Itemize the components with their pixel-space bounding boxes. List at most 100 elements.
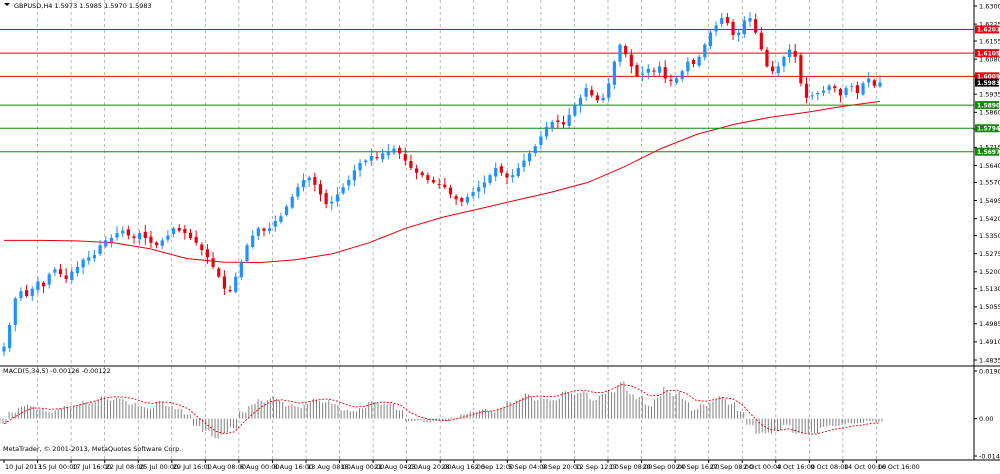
price-tick-label: 1.4910: [979, 338, 1000, 346]
candle-body: [115, 233, 119, 238]
candle-body: [414, 168, 419, 173]
candle-body: [590, 89, 594, 96]
level-tags: 1.6203 1.6105 1.6009 1.5890 1.5794 1.5697 1.59…: [975, 25, 1000, 156]
candle-body: [268, 228, 272, 231]
candle-body: [754, 19, 758, 33]
time-tick-label: 15 Jul 00:00: [39, 463, 78, 471]
candle-body: [194, 236, 198, 243]
candle-body: [301, 179, 306, 188]
candle-body: [154, 242, 159, 246]
candle-body: [844, 88, 848, 95]
candle-body: [686, 61, 690, 72]
level-tag-1.6203: [975, 25, 999, 34]
candle-body: [104, 240, 108, 247]
candle-body: [335, 194, 340, 202]
copyright-text: MetaTrader, © 2001-2013, MetaQuotes Soft…: [3, 445, 181, 453]
time-tick-label: 9 Oct 08:00: [810, 463, 848, 471]
time-tick-label: 1 Aug 08:00: [206, 463, 246, 471]
candle-body: [228, 290, 232, 292]
candle-body: [290, 196, 294, 208]
price-tick-label: 1.5935: [979, 90, 1000, 98]
candle-body: [324, 193, 328, 205]
candle-body: [799, 55, 803, 84]
macd-panel[interactable]: MACD(5,34,5) -0.00126 -0.00122 MetaTrade…: [0, 367, 883, 453]
candle-body: [307, 177, 311, 181]
candle-body: [691, 59, 696, 64]
level-tag-label: 1.6009: [977, 74, 1000, 81]
candle-body: [477, 187, 481, 192]
candle-body: [262, 228, 266, 231]
candle-body: [409, 161, 413, 168]
candle-body: [742, 20, 746, 35]
candle-body: [771, 66, 775, 72]
candle-body: [183, 228, 187, 234]
candle-body: [313, 176, 317, 185]
candle-body: [635, 65, 639, 77]
time-tick-label: 28 Aug 16:00: [441, 463, 485, 471]
time-tick-label: 16 Aug 00:00: [341, 463, 385, 471]
candle-body: [573, 105, 577, 116]
candle-body: [330, 201, 334, 204]
candle-body: [782, 56, 786, 67]
candle-body: [878, 82, 882, 87]
candle-body: [58, 269, 63, 275]
price-tick-label: 1.5420: [979, 215, 1000, 223]
time-tick-label: 20 Sep 00:00: [643, 463, 686, 471]
candle-body: [488, 175, 492, 183]
candle-body: [624, 46, 628, 55]
candle-body: [793, 51, 797, 57]
price-tick-label: 1.6300: [979, 2, 1000, 10]
candle-body: [347, 179, 351, 186]
candle-body: [505, 173, 509, 178]
candle-body: [561, 122, 566, 125]
candles[interactable]: [2, 12, 882, 357]
candle-body: [669, 79, 673, 81]
candle-body: [855, 85, 859, 93]
candle-body: [646, 68, 650, 73]
candle-body: [584, 88, 588, 97]
candle-body: [47, 274, 51, 285]
level-tag-1.5890: [975, 101, 999, 110]
candle-body: [838, 89, 843, 96]
candle-body: [850, 85, 854, 87]
macd-signal-line: [3, 384, 881, 435]
candle-body: [403, 154, 407, 161]
time-tick-label: 23 Aug 20:00: [408, 463, 452, 471]
time-tick-label: 12 Sep 12:00: [575, 463, 618, 471]
candle-body: [92, 254, 97, 259]
candle-body: [776, 66, 780, 73]
collapse-triangle-icon[interactable]: [4, 3, 10, 6]
current-price-tag: [975, 78, 999, 87]
candle-body: [369, 155, 373, 161]
price-tick-label: 1.6225: [979, 20, 1000, 28]
macd-signal-path: [3, 384, 881, 435]
candle-body: [522, 160, 526, 168]
candle-body: [109, 237, 113, 243]
candle-body: [804, 83, 809, 98]
candle-body: [833, 86, 837, 89]
price-panel[interactable]: GBPUSD,H4 1.5973 1.5985 1.5970 1.5983: [0, 0, 974, 460]
level-tag-label: 1.6105: [977, 50, 1000, 57]
time-tick-label: 6 Aug 00:00: [240, 463, 280, 471]
candle-body: [126, 229, 130, 236]
vertical-grid: [37, 0, 877, 460]
candle-body: [861, 83, 865, 95]
candle-body: [810, 95, 814, 97]
candle-body: [612, 61, 616, 85]
candle-body: [98, 245, 102, 254]
price-tick-label: 1.5350: [979, 232, 1000, 240]
candle-body: [759, 32, 763, 50]
candle-body: [725, 17, 730, 23]
level-tag-label: 1.6203: [977, 27, 1000, 34]
candle-body: [279, 216, 283, 222]
candle-body: [431, 179, 436, 183]
time-tick-label: 17 Sep 08:00: [609, 463, 652, 471]
price-tick-label: 1.4835: [979, 356, 1000, 364]
level-tag-label: 1.5794: [977, 126, 1000, 133]
candle-body: [708, 32, 713, 47]
horizontal-levels: [0, 28, 974, 153]
candle-body: [352, 170, 356, 181]
candle-body: [674, 78, 679, 83]
candle-body: [36, 281, 40, 290]
